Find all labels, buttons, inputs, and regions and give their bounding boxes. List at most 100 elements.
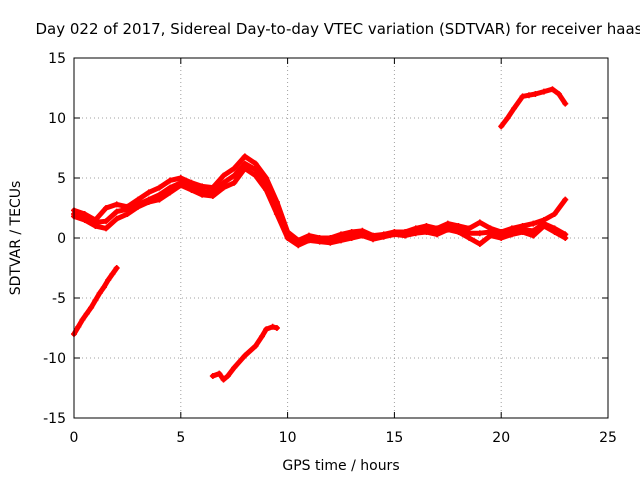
data-point	[423, 226, 430, 233]
data-point	[269, 323, 276, 330]
data-point	[316, 236, 323, 243]
x-axis-label: GPS time / hours	[282, 458, 399, 474]
data-point	[199, 188, 206, 195]
chart-title: Day 022 of 2017, Sidereal Day-to-day VTE…	[35, 20, 640, 38]
y-tick-label: -5	[52, 291, 66, 307]
data-point	[100, 284, 107, 291]
data-point	[109, 271, 116, 277]
data-point	[88, 304, 95, 311]
data-point	[263, 326, 270, 333]
data-point	[231, 165, 238, 172]
data-point	[530, 227, 537, 234]
data-point	[525, 92, 532, 99]
data-point	[81, 213, 88, 220]
data-point	[551, 225, 558, 232]
data-point	[555, 91, 562, 97]
y-tick-label: -15	[43, 411, 66, 427]
series-band-c	[71, 160, 569, 246]
data-point	[224, 373, 231, 379]
data-point	[113, 265, 120, 271]
series-seg-2	[209, 323, 280, 383]
data-point	[295, 239, 302, 246]
data-point	[348, 232, 355, 239]
data-point	[284, 231, 291, 238]
data-point	[540, 220, 547, 227]
x-tick-label: 0	[70, 430, 79, 446]
data-point	[241, 153, 248, 160]
data-point	[273, 205, 280, 211]
data-point	[476, 219, 483, 226]
data-point	[498, 123, 505, 130]
data-point	[124, 206, 131, 213]
data-point	[338, 233, 344, 240]
data-point	[370, 233, 377, 240]
data-point	[231, 364, 238, 371]
data-point	[562, 231, 569, 238]
data-point	[412, 227, 419, 234]
data-point	[519, 93, 526, 100]
data-point	[209, 373, 216, 379]
data-point	[359, 230, 366, 237]
data-point	[530, 220, 537, 227]
y-tick-label: 10	[48, 111, 66, 127]
data-point	[519, 226, 526, 233]
data-point	[549, 86, 556, 93]
data-point	[511, 105, 518, 112]
y-axis-ticks: -15 -10 -5 0 5 10 15	[43, 51, 608, 427]
data-point	[391, 230, 398, 237]
data-point	[476, 241, 483, 247]
data-point	[216, 370, 223, 377]
data-point	[220, 376, 227, 383]
data-point	[402, 231, 409, 238]
data-point	[252, 343, 259, 349]
data-point	[504, 115, 511, 121]
data-point	[209, 189, 216, 196]
data-point	[167, 184, 174, 191]
data-point	[241, 352, 248, 359]
data-point	[252, 166, 259, 173]
data-point	[305, 235, 312, 241]
data-point	[327, 237, 334, 244]
x-tick-label: 15	[385, 430, 403, 446]
data-point	[273, 325, 280, 331]
data-point	[540, 88, 547, 95]
y-tick-label: 5	[57, 171, 66, 187]
data-point	[156, 191, 163, 198]
data-point	[79, 316, 86, 323]
data-point	[258, 333, 265, 340]
data-point	[220, 172, 227, 179]
data-point	[113, 201, 120, 208]
data-point	[135, 201, 142, 208]
y-tick-label: -10	[43, 351, 66, 367]
data-point	[252, 160, 259, 167]
data-point	[241, 160, 248, 167]
data-point	[231, 179, 238, 186]
data-series	[71, 86, 569, 383]
x-tick-label: 25	[599, 430, 617, 446]
data-point	[188, 183, 195, 190]
data-point	[231, 172, 238, 179]
series-seg-1	[71, 265, 120, 337]
data-point	[562, 196, 569, 203]
x-axis-ticks: 0 5 10 15 20 25	[70, 58, 617, 446]
data-point	[96, 290, 103, 297]
data-point	[75, 323, 82, 330]
data-point	[380, 232, 387, 239]
series-line	[498, 86, 568, 129]
grid	[74, 58, 608, 418]
data-point	[498, 232, 505, 239]
data-point	[455, 226, 462, 233]
data-point	[444, 224, 451, 231]
x-tick-label: 20	[492, 430, 510, 446]
data-point	[113, 208, 120, 215]
x-tick-label: 5	[176, 430, 185, 446]
data-point	[263, 181, 270, 187]
plot-frame	[73, 57, 609, 419]
data-point	[532, 91, 539, 97]
series-seg-3	[498, 86, 569, 130]
data-point	[476, 230, 483, 237]
y-tick-label: 15	[48, 51, 66, 67]
data-point	[562, 100, 569, 107]
data-point	[434, 229, 441, 235]
